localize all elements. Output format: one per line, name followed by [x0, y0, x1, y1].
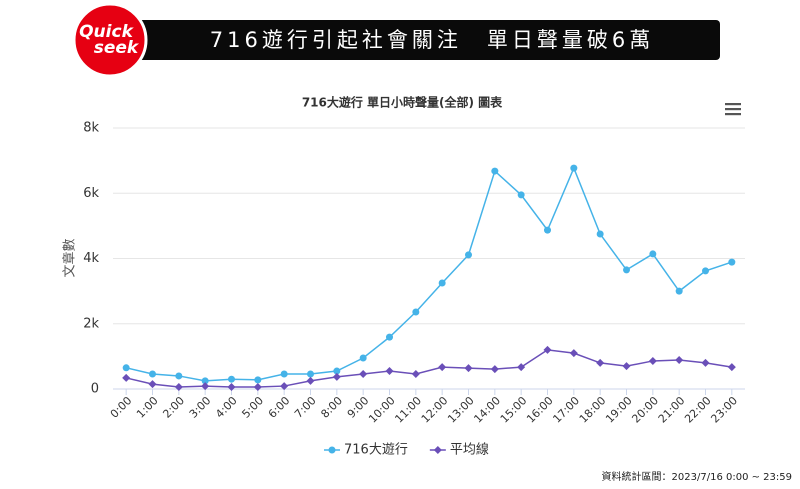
y-axis-title: 文章數	[62, 238, 78, 277]
point	[570, 164, 578, 172]
point	[491, 167, 499, 175]
point	[569, 349, 578, 358]
point	[622, 362, 631, 371]
legend-symbol	[433, 446, 442, 454]
point	[253, 383, 262, 392]
point	[333, 367, 341, 375]
point	[386, 333, 393, 341]
point	[280, 382, 289, 391]
point	[332, 372, 341, 381]
point	[122, 373, 131, 382]
logo	[72, 2, 148, 78]
y-tick-label: 4k	[83, 251, 99, 266]
point	[543, 345, 552, 354]
menu-bar	[725, 113, 741, 116]
banner-title: 716遊行引起社會關注 單日聲量破6萬	[210, 28, 654, 52]
point	[306, 376, 315, 385]
y-tick-label: 0	[91, 382, 99, 397]
point	[148, 380, 157, 389]
footer-note: 資料統計區間：2023/7/16 0:00 ~ 23:59	[602, 470, 792, 483]
chart-title: 716大遊行 單日小時聲量(全部) 圖表	[302, 95, 503, 110]
point	[174, 383, 183, 392]
point	[649, 250, 657, 258]
point	[465, 251, 472, 259]
legend-symbol	[328, 446, 336, 454]
point	[727, 363, 736, 372]
point	[596, 358, 605, 367]
point	[438, 363, 447, 372]
point	[623, 266, 630, 274]
point	[411, 369, 420, 378]
point	[675, 355, 684, 364]
point	[307, 370, 314, 378]
point	[490, 365, 499, 374]
point	[359, 354, 367, 362]
point	[702, 267, 709, 275]
point	[675, 287, 683, 295]
point	[596, 230, 604, 238]
point	[412, 308, 420, 316]
point	[122, 364, 130, 372]
point	[648, 356, 657, 365]
point	[227, 383, 236, 392]
y-tick-label: 2k	[83, 316, 99, 331]
point	[201, 377, 209, 385]
point	[701, 358, 710, 367]
legend-label: 716大遊行	[344, 443, 408, 458]
menu-icon[interactable]	[725, 103, 741, 116]
point	[517, 363, 526, 372]
series-line	[125, 349, 732, 388]
point	[280, 370, 288, 378]
logo-text: seek	[94, 38, 140, 58]
point	[464, 364, 473, 373]
menu-bar	[725, 103, 741, 106]
legend-label: 平均線	[450, 442, 489, 458]
point	[385, 367, 394, 376]
point	[438, 279, 446, 287]
point	[517, 191, 525, 199]
point	[254, 376, 262, 384]
point	[149, 370, 156, 378]
y-tick-label: 8k	[83, 121, 99, 136]
point	[201, 382, 210, 391]
point	[359, 369, 368, 378]
y-tick-label: 6k	[83, 186, 99, 201]
point	[728, 258, 736, 266]
point	[544, 226, 551, 234]
logo-text: Quick	[79, 22, 134, 42]
point	[228, 375, 235, 383]
banner	[92, 20, 720, 60]
menu-bar	[725, 108, 741, 111]
point	[175, 372, 183, 380]
series-line	[125, 166, 733, 382]
